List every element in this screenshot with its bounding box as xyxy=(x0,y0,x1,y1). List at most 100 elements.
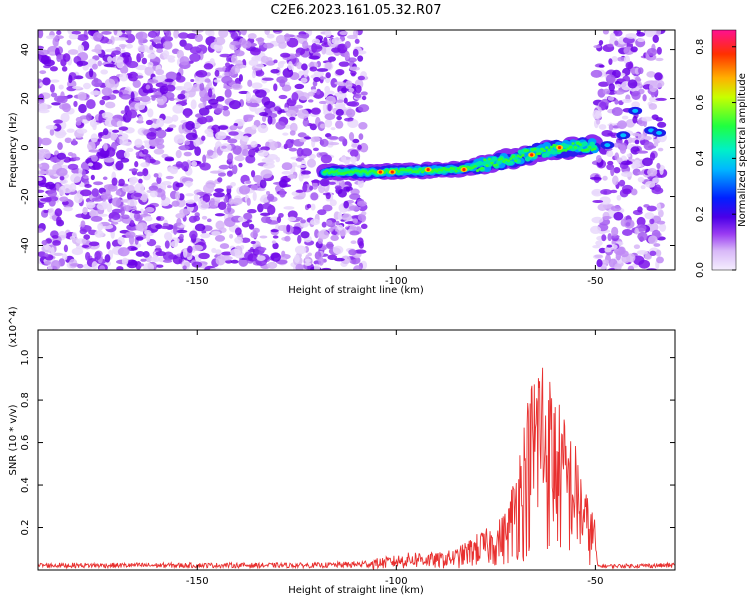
noise-blob xyxy=(92,63,98,70)
noise-blob xyxy=(229,125,238,131)
noise-blob xyxy=(44,253,49,257)
noise-blob xyxy=(190,99,197,110)
signal-blob xyxy=(573,146,578,149)
noise-blob xyxy=(310,136,321,143)
noise-blob xyxy=(243,114,255,118)
signal-blob xyxy=(451,167,456,171)
noise-blob xyxy=(338,61,350,67)
noise-blob xyxy=(61,66,68,72)
noise-blob xyxy=(657,121,667,128)
noise-blob xyxy=(337,224,344,231)
noise-blob xyxy=(232,197,243,205)
top-y-tick-label: -20 xyxy=(20,188,31,204)
noise-blob xyxy=(321,46,327,55)
noise-blob xyxy=(257,124,269,134)
noise-blob xyxy=(612,175,619,186)
noise-blob xyxy=(655,97,667,101)
noise-blob xyxy=(334,257,345,262)
noise-blob xyxy=(338,136,346,142)
noise-blob xyxy=(319,123,326,129)
noise-blob xyxy=(245,180,252,184)
noise-blob xyxy=(307,252,313,257)
noise-blob xyxy=(164,156,174,161)
noise-blob xyxy=(348,205,361,211)
noise-blob xyxy=(228,131,239,136)
noise-blob xyxy=(656,203,661,212)
signal-blob xyxy=(592,147,597,151)
noise-blob xyxy=(288,147,298,152)
noise-blob xyxy=(66,128,75,133)
noise-blob xyxy=(611,106,623,117)
noise-blob xyxy=(343,200,349,209)
noise-blob xyxy=(282,224,287,234)
noise-blob xyxy=(207,88,213,98)
noise-blob xyxy=(160,202,169,207)
noise-blob xyxy=(341,87,348,94)
noise-blob xyxy=(637,38,645,43)
signal-blob xyxy=(582,141,588,147)
noise-blob xyxy=(302,40,309,50)
noise-blob xyxy=(138,178,143,184)
noise-blob xyxy=(209,267,222,270)
noise-blob xyxy=(322,102,327,113)
noise-blob xyxy=(94,44,102,54)
noise-blob xyxy=(209,58,215,66)
noise-blob xyxy=(146,49,156,54)
noise-blob xyxy=(153,148,165,155)
noise-blob xyxy=(94,230,104,238)
noise-blob xyxy=(177,93,186,100)
signal-blob xyxy=(585,148,590,152)
noise-blob xyxy=(358,133,364,140)
noise-blob xyxy=(647,145,657,149)
noise-blob xyxy=(101,95,111,101)
snr-panel: -150 -100 -50 0.2 0.4 0.6 0.8 1.0 Height of st… xyxy=(8,306,676,596)
noise-blob xyxy=(60,112,70,123)
noise-blob xyxy=(318,100,328,105)
noise-blob xyxy=(111,208,123,214)
noise-blob xyxy=(292,195,305,200)
noise-blob xyxy=(227,138,238,144)
noise-blob xyxy=(51,259,61,270)
noise-blob xyxy=(247,79,253,87)
noise-blob xyxy=(209,204,217,209)
signal-blob xyxy=(408,168,413,172)
noise-blob xyxy=(125,30,132,36)
noise-blob xyxy=(316,90,321,95)
noise-blob xyxy=(77,263,84,269)
noise-blob xyxy=(49,128,55,136)
noise-blob xyxy=(317,230,330,240)
noise-blob xyxy=(203,63,214,70)
noise-blob xyxy=(101,30,112,35)
noise-blob xyxy=(91,154,98,162)
noise-blob xyxy=(80,220,86,228)
noise-blob xyxy=(615,83,622,88)
noise-blob xyxy=(601,234,607,242)
signal-blob xyxy=(416,169,420,173)
noise-blob xyxy=(335,120,344,129)
signal-blob xyxy=(496,159,502,165)
noise-blob xyxy=(352,30,359,37)
noise-blob xyxy=(39,82,44,87)
noise-blob xyxy=(232,164,238,175)
signal-peak-core xyxy=(390,170,394,174)
noise-blob xyxy=(103,63,116,68)
signal-blob xyxy=(511,155,516,158)
noise-blob xyxy=(204,115,214,123)
noise-blob xyxy=(245,91,252,102)
noise-blob xyxy=(223,85,231,89)
noise-blob xyxy=(193,123,202,129)
noise-blob xyxy=(73,156,81,161)
noise-blob xyxy=(311,181,318,190)
noise-blob xyxy=(39,102,48,112)
noise-blob xyxy=(128,168,139,172)
noise-blob xyxy=(653,142,659,147)
noise-blob xyxy=(163,232,173,241)
noise-blob xyxy=(219,243,230,250)
noise-blob xyxy=(38,163,43,168)
noise-blob xyxy=(118,129,124,135)
noise-blob xyxy=(326,241,334,250)
noise-blob xyxy=(145,84,151,90)
noise-blob xyxy=(91,261,98,270)
noise-blob xyxy=(324,30,332,38)
noise-blob xyxy=(613,30,623,37)
